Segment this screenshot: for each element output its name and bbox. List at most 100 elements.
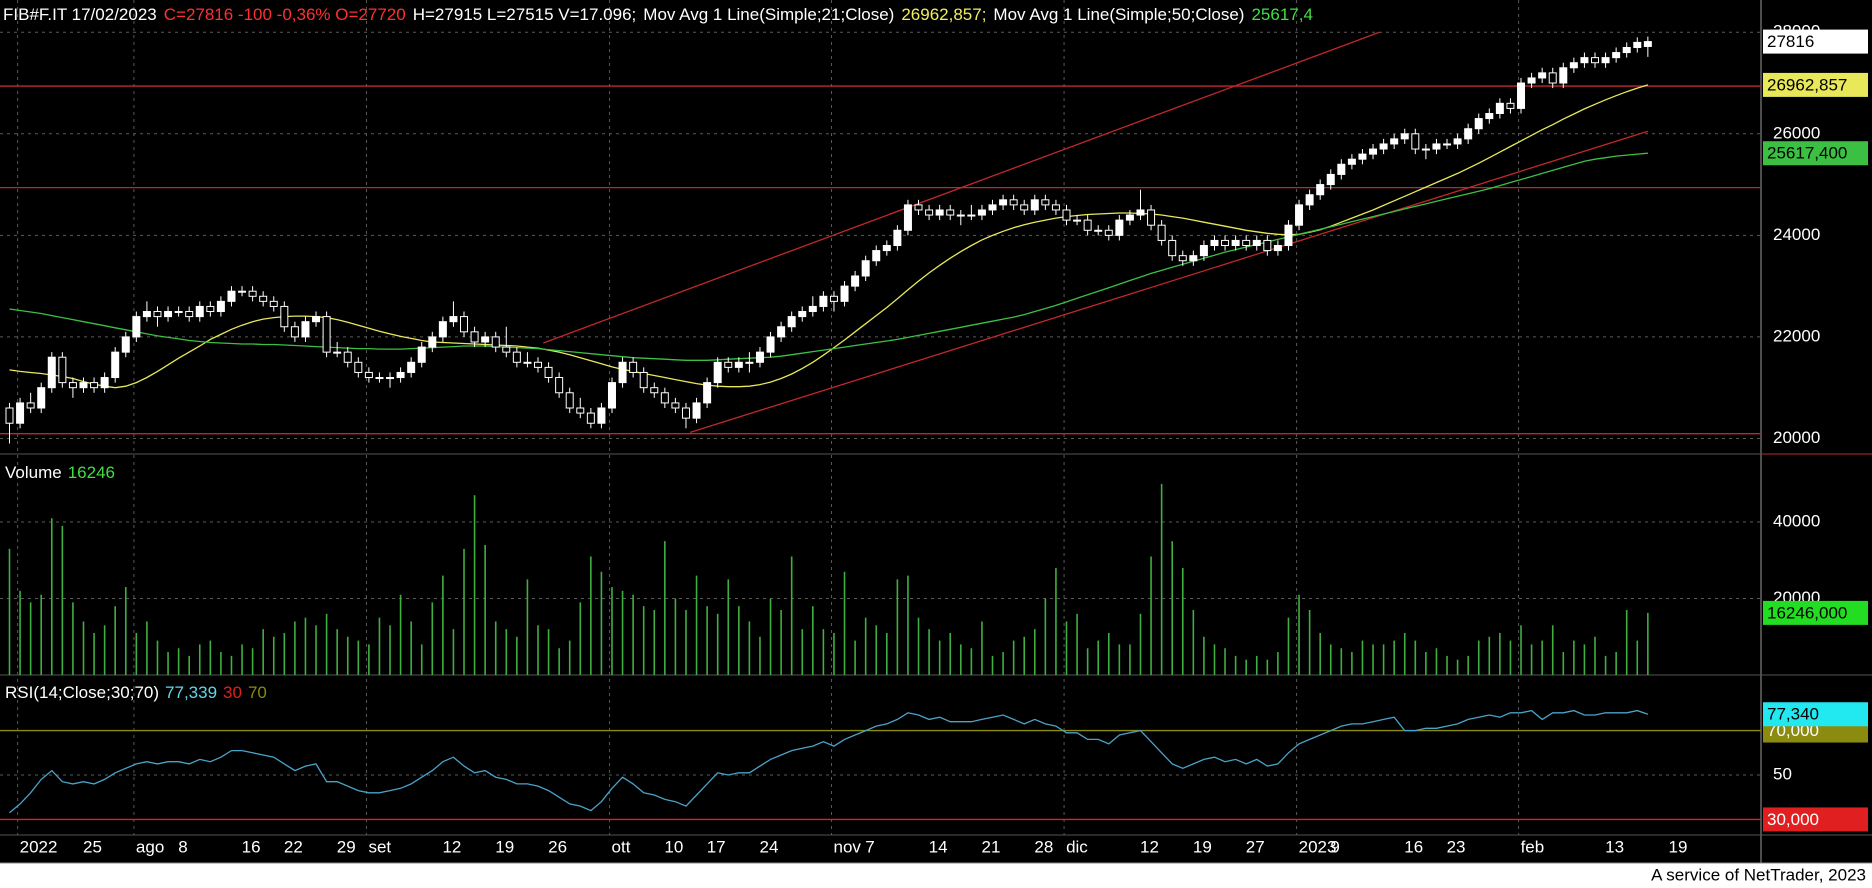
x-tick-label: 12	[1140, 837, 1159, 856]
candle-body	[829, 295, 838, 302]
candle-body	[333, 351, 342, 354]
text-segment: C=27816 -100 -0,36% O=27720	[164, 5, 406, 24]
candle-body	[1157, 224, 1166, 241]
value-box-label: 77,340	[1767, 705, 1819, 724]
x-tick-label: 16	[242, 837, 261, 856]
candle-body	[301, 321, 310, 338]
candle-body	[1347, 158, 1356, 165]
x-tick-label: 8	[178, 837, 187, 856]
candle-body	[1041, 199, 1050, 206]
candle-body	[1273, 245, 1282, 252]
x-tick-label: 17	[707, 837, 726, 856]
candle-body	[1326, 173, 1335, 186]
value-box	[1763, 807, 1868, 832]
candle-body	[1633, 41, 1642, 48]
text-segment: 70	[248, 683, 267, 702]
candle-body	[1485, 112, 1494, 120]
value-box-label: 30,000	[1767, 810, 1819, 829]
x-tick-label: 9	[1330, 837, 1339, 856]
candle-body	[174, 311, 183, 314]
candle-body	[1506, 102, 1515, 109]
x-tick-label: 12	[442, 837, 461, 856]
x-tick-label: 13	[1605, 837, 1624, 856]
candle-body	[269, 300, 278, 307]
value-box	[1763, 72, 1868, 97]
candle-body	[660, 392, 669, 404]
candle-body	[808, 305, 817, 313]
value-box	[1763, 600, 1868, 625]
candle-body	[1020, 204, 1029, 211]
x-tick-label: 22	[284, 837, 303, 856]
candle-body	[713, 361, 722, 384]
footer: A service of NetTrader, 2023	[1651, 865, 1866, 884]
candle-body	[354, 361, 363, 373]
candle-body	[1495, 102, 1504, 114]
value-box-label: 25617,400	[1767, 144, 1847, 163]
candle-body	[1453, 138, 1462, 145]
candle-body	[935, 209, 944, 216]
candle-body	[449, 316, 458, 323]
candle-body	[586, 412, 595, 424]
candle-body	[1030, 199, 1039, 211]
value-box-label: 16246,000	[1767, 603, 1847, 622]
candle-body	[37, 387, 46, 409]
x-tick-label: 29	[337, 837, 356, 856]
candle-body	[671, 402, 680, 409]
x-tick-label: 23	[1447, 837, 1466, 856]
candle-body	[1379, 143, 1388, 150]
candle-body	[364, 371, 373, 379]
candle-body	[1464, 128, 1473, 140]
value-box	[1763, 141, 1868, 166]
x-tick-label: 25	[83, 837, 102, 856]
candle-body	[1591, 57, 1599, 64]
y-tick-label: 22000	[1773, 326, 1820, 345]
candle-body	[58, 356, 67, 384]
candle-body	[195, 305, 204, 318]
candle-body	[1062, 209, 1071, 221]
value-box	[1763, 702, 1868, 727]
candle-body	[798, 311, 807, 318]
candle-body	[1147, 209, 1156, 226]
candle-body	[1474, 118, 1483, 130]
candle-body	[576, 407, 585, 414]
plot: 2000022000240002600028000200004000050202…	[0, 0, 1868, 856]
rsi-title: RSI(14;Close;30;70) 77,339 30 70	[5, 683, 267, 702]
x-tick-label: dic	[1066, 837, 1088, 856]
candle-body	[1136, 209, 1145, 216]
candle-body	[248, 290, 257, 297]
x-tick-label: 19	[1193, 837, 1212, 856]
text-segment: RSI(14;Close;30;70)	[5, 683, 159, 702]
text-segment: 25617,4	[1251, 5, 1312, 24]
candle-body	[1189, 255, 1198, 262]
candle-body	[1390, 138, 1399, 145]
candle-body	[692, 402, 701, 419]
footer-band	[0, 863, 1872, 888]
candle-body	[1421, 148, 1430, 151]
candle-body	[967, 214, 976, 217]
candle-body	[1199, 245, 1208, 257]
candle-body	[491, 336, 500, 348]
candle-body	[1094, 229, 1103, 232]
y-tick-label: 50	[1773, 764, 1792, 783]
x-tick-label: nov	[834, 837, 862, 856]
x-tick-label: 19	[495, 837, 514, 856]
candle-body	[1168, 239, 1177, 257]
candle-body	[1305, 194, 1314, 206]
x-tick-label: 10	[664, 837, 683, 856]
candle-body	[1400, 133, 1409, 140]
candle-body	[703, 382, 712, 404]
candle-body	[618, 361, 627, 384]
candle-body	[893, 229, 902, 247]
candle-body	[1358, 153, 1367, 160]
candle-body	[1527, 77, 1536, 84]
y-tick-label: 24000	[1773, 225, 1820, 244]
candle-body	[1432, 143, 1441, 150]
candle-body	[1009, 199, 1018, 206]
x-tick-label: 27	[1246, 837, 1265, 856]
candle-body	[1083, 219, 1092, 231]
candle-body	[5, 407, 14, 424]
candle-body	[872, 250, 881, 262]
candle-body	[438, 321, 447, 338]
text-segment: 26962,857;	[901, 5, 986, 24]
candle-body	[132, 316, 141, 338]
